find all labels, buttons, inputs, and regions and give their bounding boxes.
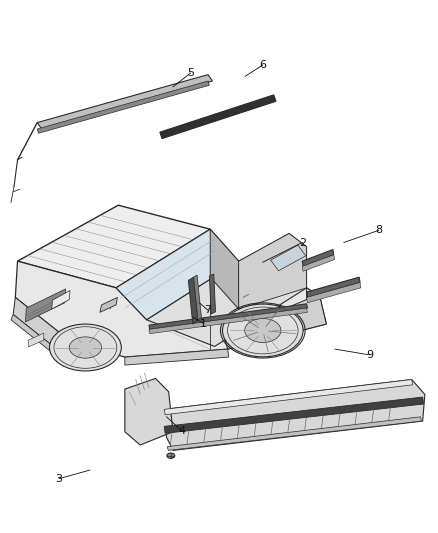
Polygon shape bbox=[52, 290, 70, 309]
Ellipse shape bbox=[49, 324, 121, 371]
Text: 5: 5 bbox=[187, 68, 194, 78]
Polygon shape bbox=[37, 81, 209, 133]
Polygon shape bbox=[160, 95, 276, 139]
Polygon shape bbox=[147, 261, 307, 346]
Polygon shape bbox=[116, 229, 239, 320]
Ellipse shape bbox=[167, 453, 175, 458]
Polygon shape bbox=[302, 255, 335, 271]
Polygon shape bbox=[28, 333, 44, 347]
Polygon shape bbox=[210, 229, 239, 309]
Polygon shape bbox=[307, 277, 360, 297]
Polygon shape bbox=[15, 261, 326, 357]
Text: 9: 9 bbox=[367, 350, 374, 360]
Polygon shape bbox=[11, 314, 70, 365]
Polygon shape bbox=[13, 297, 70, 360]
Polygon shape bbox=[164, 379, 413, 415]
Ellipse shape bbox=[69, 337, 102, 358]
Text: 6: 6 bbox=[259, 60, 266, 70]
Polygon shape bbox=[125, 378, 173, 445]
Polygon shape bbox=[125, 349, 229, 365]
Text: 2: 2 bbox=[299, 238, 306, 247]
Text: 1: 1 bbox=[200, 319, 207, 328]
Text: 4: 4 bbox=[178, 426, 185, 435]
Polygon shape bbox=[149, 304, 307, 329]
Text: 8: 8 bbox=[375, 225, 382, 235]
Polygon shape bbox=[223, 288, 326, 349]
Polygon shape bbox=[188, 277, 198, 324]
Polygon shape bbox=[167, 417, 421, 450]
Text: 7: 7 bbox=[205, 305, 212, 315]
Polygon shape bbox=[194, 275, 201, 320]
Text: 3: 3 bbox=[56, 474, 63, 483]
Ellipse shape bbox=[245, 318, 281, 342]
Polygon shape bbox=[164, 379, 425, 450]
Polygon shape bbox=[239, 233, 307, 288]
Polygon shape bbox=[209, 274, 215, 314]
Polygon shape bbox=[271, 245, 306, 271]
Polygon shape bbox=[302, 249, 334, 266]
Polygon shape bbox=[164, 397, 424, 433]
Polygon shape bbox=[25, 289, 66, 322]
Polygon shape bbox=[18, 205, 210, 288]
Polygon shape bbox=[149, 308, 307, 334]
Polygon shape bbox=[307, 282, 361, 303]
Ellipse shape bbox=[223, 304, 303, 357]
Polygon shape bbox=[37, 75, 212, 129]
Polygon shape bbox=[239, 233, 307, 309]
Polygon shape bbox=[100, 297, 117, 312]
